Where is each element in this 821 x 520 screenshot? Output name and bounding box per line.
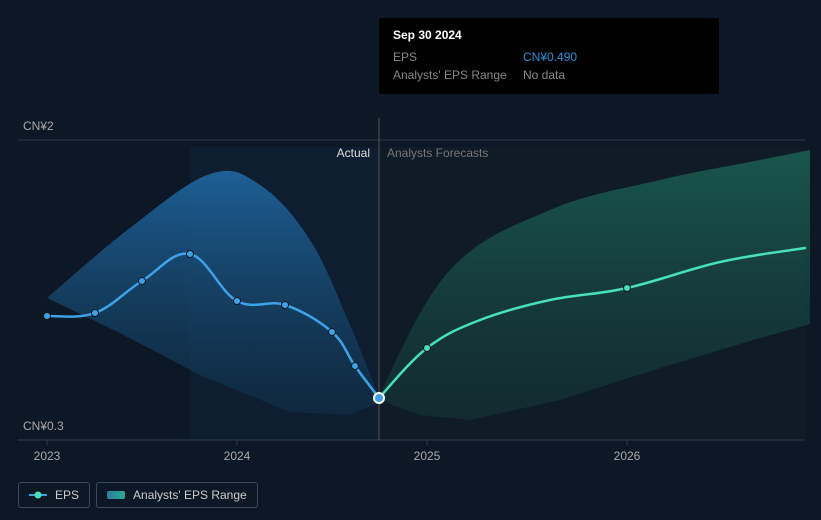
tooltip-row-eps: EPS CN¥0.490: [393, 48, 705, 66]
svg-text:Analysts Forecasts: Analysts Forecasts: [387, 146, 488, 160]
tooltip-label: EPS: [393, 50, 523, 64]
tooltip-row-range: Analysts' EPS Range No data: [393, 66, 705, 84]
legend-item-range[interactable]: Analysts' EPS Range: [96, 482, 258, 508]
eps-chart: CN¥2 CN¥0.3 2023 2024 2025 2026 Actual Analysts…: [0, 0, 821, 520]
legend-label: Analysts' EPS Range: [133, 488, 247, 502]
svg-text:CN¥2: CN¥2: [23, 119, 54, 133]
svg-text:Actual: Actual: [337, 146, 370, 160]
chart-legend: EPS Analysts' EPS Range: [18, 482, 258, 508]
svg-text:2024: 2024: [224, 449, 251, 463]
legend-swatch-area-icon: [107, 490, 125, 500]
tooltip-label: Analysts' EPS Range: [393, 68, 523, 82]
legend-label: EPS: [55, 488, 79, 502]
svg-text:2023: 2023: [34, 449, 61, 463]
svg-text:2025: 2025: [414, 449, 441, 463]
svg-text:CN¥0.3: CN¥0.3: [23, 419, 64, 433]
legend-swatch-line-icon: [29, 490, 47, 500]
chart-tooltip: Sep 30 2024 EPS CN¥0.490 Analysts' EPS R…: [379, 18, 719, 94]
legend-item-eps[interactable]: EPS: [18, 482, 90, 508]
tooltip-value: CN¥0.490: [523, 50, 577, 64]
tooltip-value: No data: [523, 68, 565, 82]
svg-text:2026: 2026: [614, 449, 641, 463]
tooltip-date: Sep 30 2024: [393, 28, 705, 42]
